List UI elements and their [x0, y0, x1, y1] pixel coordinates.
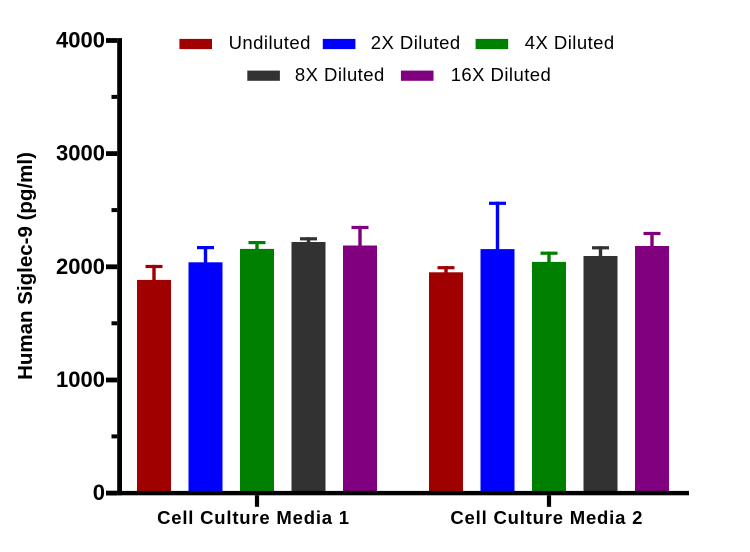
- svg-text:16X Diluted: 16X Diluted: [451, 64, 552, 85]
- svg-text:Cell Culture Media 1: Cell Culture Media 1: [157, 507, 350, 528]
- svg-text:Human Siglec-9 (pg/ml): Human Siglec-9 (pg/ml): [14, 152, 37, 380]
- svg-text:4000: 4000: [56, 28, 105, 53]
- svg-text:8X Diluted: 8X Diluted: [295, 64, 385, 85]
- svg-text:2X Diluted: 2X Diluted: [371, 32, 461, 53]
- svg-text:Undiluted: Undiluted: [229, 32, 311, 53]
- svg-text:Cell Culture Media 2: Cell Culture Media 2: [450, 507, 643, 528]
- svg-text:0: 0: [93, 480, 105, 505]
- svg-text:2000: 2000: [56, 254, 105, 279]
- svg-text:4X Diluted: 4X Diluted: [525, 32, 615, 53]
- svg-text:1000: 1000: [56, 367, 105, 392]
- svg-text:3000: 3000: [56, 141, 105, 166]
